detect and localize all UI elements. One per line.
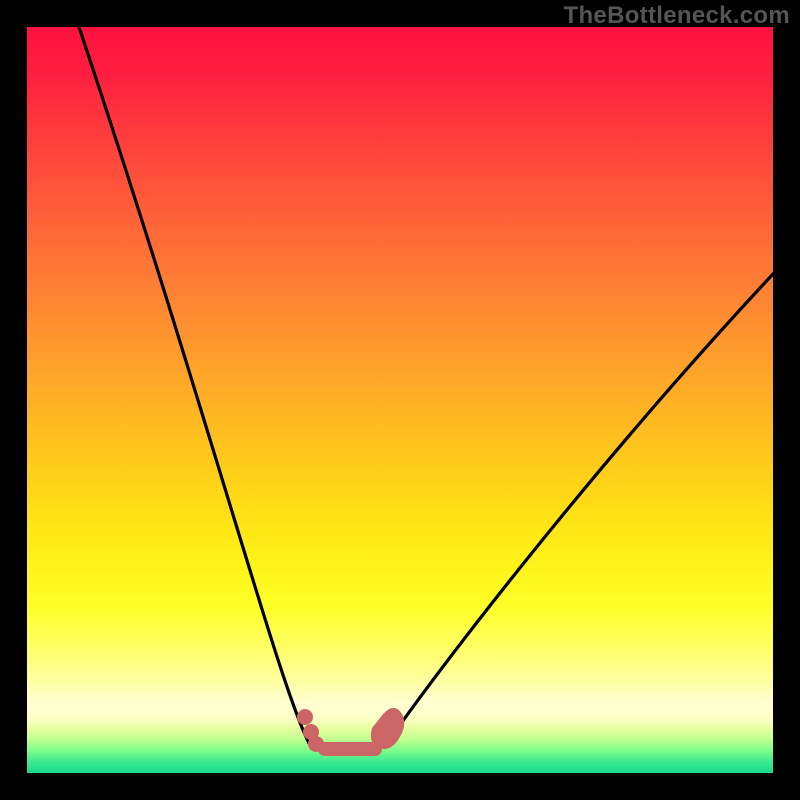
overlay-bottom-band xyxy=(318,742,382,756)
watermark-label: TheBottleneck.com xyxy=(564,2,790,30)
chart-stage: TheBottleneck.com xyxy=(0,0,800,800)
overlay-dot xyxy=(297,709,313,725)
bottleneck-chart-svg xyxy=(0,0,800,800)
